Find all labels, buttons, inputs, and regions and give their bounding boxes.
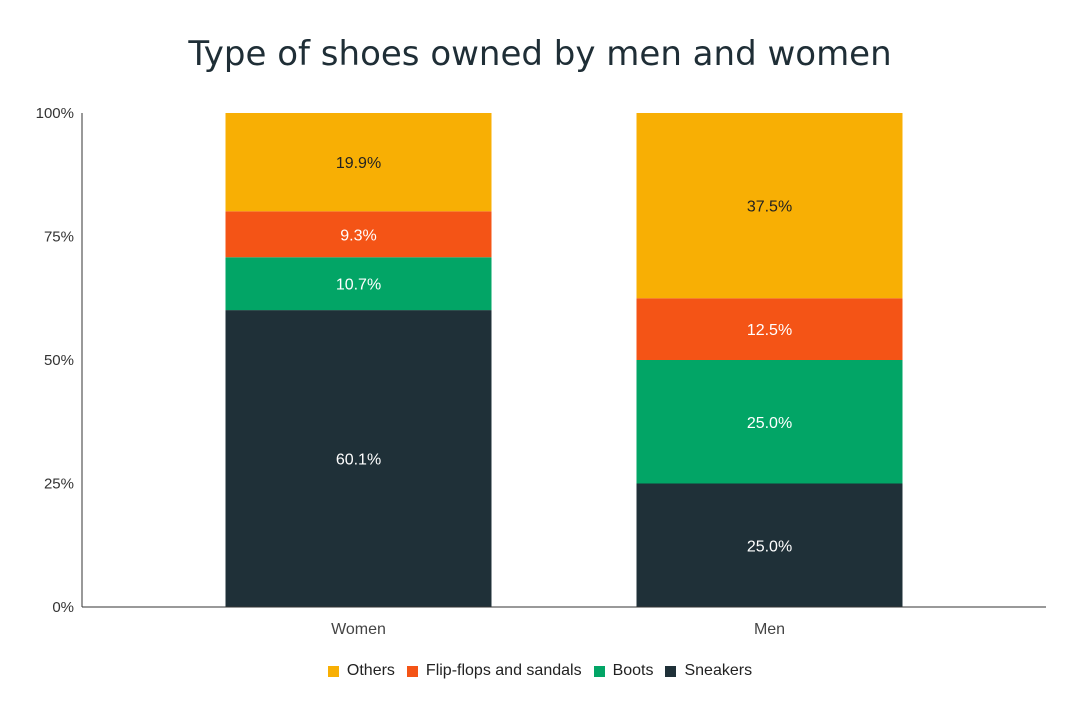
bar-segment-flip-flops-and-sandals bbox=[636, 298, 903, 360]
y-axis: 0% 25% 50% 75% 100% bbox=[36, 105, 83, 616]
x-category-label: Men bbox=[754, 621, 785, 638]
data-label: 12.5% bbox=[747, 322, 792, 339]
y-tick-label: 0% bbox=[52, 599, 74, 616]
data-label: 37.5% bbox=[747, 199, 792, 216]
y-tick-label: 25% bbox=[44, 476, 74, 493]
data-label: 19.9% bbox=[336, 155, 381, 172]
x-category-label: Women bbox=[331, 621, 386, 638]
bar-segment-boots bbox=[225, 257, 492, 311]
legend-item: Sneakers bbox=[665, 662, 752, 680]
legend-item: Others bbox=[327, 662, 395, 680]
legend-item: Flip-flops and sandals bbox=[406, 662, 582, 680]
chart-legend: Others Flip-flops and sandals Boots Sneaker… bbox=[0, 662, 1080, 682]
y-tick-label: 75% bbox=[44, 229, 74, 246]
data-label: 25.0% bbox=[747, 415, 792, 432]
data-label: 9.3% bbox=[340, 227, 376, 244]
legend-label: Sneakers bbox=[684, 662, 753, 679]
y-tick-label: 50% bbox=[44, 352, 74, 369]
legend-label: Boots bbox=[612, 662, 654, 679]
y-tick-label: 100% bbox=[36, 105, 74, 122]
legend-swatch bbox=[593, 665, 605, 677]
legend-label: Flip-flops and sandals bbox=[425, 662, 582, 679]
legend-swatch bbox=[665, 665, 677, 677]
bar-segment-sneakers bbox=[636, 483, 903, 607]
data-label: 60.1% bbox=[336, 452, 381, 469]
bar-segment-others bbox=[225, 113, 492, 212]
x-axis: Women Men bbox=[82, 606, 1046, 638]
bars-group: 60.1% 10.7% 9.3% 19.9% 25.0% 25.0% 12.5% 37.5% bbox=[225, 113, 903, 607]
bar-segment-boots bbox=[636, 360, 903, 484]
bar-segment-flip-flops-and-sandals bbox=[225, 211, 492, 258]
data-label: 25.0% bbox=[747, 538, 792, 555]
legend-label: Others bbox=[346, 662, 395, 679]
legend-item: Boots bbox=[593, 662, 654, 680]
chart-title: Type of shoes owned by men and women bbox=[188, 34, 892, 74]
bar-segment-others bbox=[636, 113, 903, 299]
legend-swatch bbox=[327, 665, 339, 677]
data-label: 10.7% bbox=[336, 277, 381, 294]
bar-segment-sneakers bbox=[225, 310, 492, 607]
legend-swatch bbox=[406, 665, 418, 677]
